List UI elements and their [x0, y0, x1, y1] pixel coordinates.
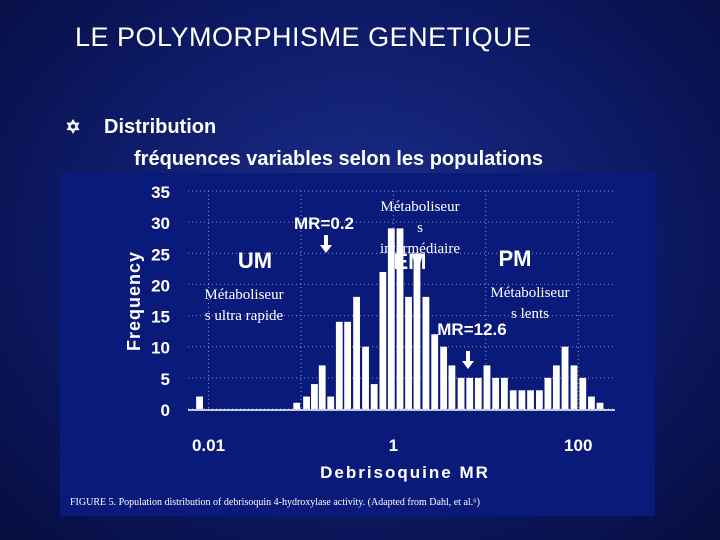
y-tick-label: 35	[151, 183, 170, 202]
histogram-bar	[370, 384, 378, 409]
y-axis-label: Frequency	[124, 251, 144, 351]
histogram-bar	[474, 377, 482, 409]
histogram-bar	[311, 384, 318, 409]
y-tick-label: 25	[151, 245, 170, 264]
note-ultra-rapid-1: Métaboliseur	[204, 287, 283, 303]
y-tick-label: 30	[151, 214, 170, 233]
histogram-bar	[413, 253, 421, 409]
note-intermediate-2: s	[417, 220, 423, 236]
x-tick-label: 100	[564, 436, 592, 455]
histogram-bar	[335, 321, 343, 409]
y-tick-label: 15	[151, 308, 170, 327]
histogram-bar	[362, 346, 369, 409]
y-tick-label: 10	[151, 339, 170, 358]
histogram-bar	[561, 346, 569, 409]
slide-title: LE POLYMORPHISME GENETIQUE	[75, 22, 532, 52]
down-arrow-icon	[462, 361, 474, 369]
x-tick-label: 1	[389, 436, 398, 455]
histogram-bar	[318, 365, 326, 409]
chart-figure: 0 5 10 15 20 25 30 35 0.01 1 100 Debrisoquine MR Fre…	[60, 173, 655, 516]
histogram-bar	[293, 402, 301, 409]
y-tick-label: 20	[151, 276, 170, 295]
histogram-bar	[509, 390, 517, 409]
histogram-bar	[327, 396, 335, 409]
histogram-bar	[527, 390, 534, 409]
histogram-bar	[501, 377, 508, 409]
group-label-pm: PM	[499, 246, 532, 271]
note-intermediate-1: Métaboliseur	[380, 199, 459, 215]
group-label-em: EM	[394, 249, 427, 274]
note-slow-2: s lents	[511, 306, 549, 322]
histogram-bar	[196, 396, 203, 409]
down-arrow-icon	[324, 235, 328, 246]
y-tick-label: 0	[161, 401, 170, 420]
histogram-bar	[448, 365, 456, 409]
note-intermediate-3: intermédiaire	[380, 241, 460, 257]
bullet-text: Distribution	[104, 116, 217, 138]
note-slow-1: Métaboliseur	[490, 285, 569, 301]
histogram-bar	[431, 334, 439, 409]
histogram-bar	[579, 377, 587, 409]
histogram-bar	[387, 228, 395, 409]
histogram-bar	[422, 296, 430, 409]
histogram-bar	[466, 377, 474, 409]
marker-label-mr-0-2: MR=0.2	[294, 214, 354, 233]
histogram-bar	[552, 365, 560, 409]
histogram-bar	[344, 321, 352, 409]
frequency-histogram: 0 5 10 15 20 25 30 35 0.01 1 100 Debrisoquine MR Fre…	[70, 183, 615, 508]
down-arrow-icon	[466, 351, 470, 362]
histogram-bar	[588, 396, 595, 409]
histogram-bar	[596, 402, 604, 409]
note-ultra-rapid-2: s ultra rapide	[205, 308, 284, 324]
x-tick-label: 0.01	[192, 436, 225, 455]
subtitle-line: fréquences variables selon les populatio…	[134, 148, 544, 170]
x-axis-label: Debrisoquine MR	[320, 463, 490, 482]
histogram-bar	[440, 346, 448, 409]
histogram-bar	[518, 390, 526, 409]
marker-label-mr-12-6: MR=12.6	[437, 320, 506, 339]
histogram-bar	[353, 296, 360, 409]
histogram-bar	[483, 365, 491, 409]
histogram-bar	[405, 296, 412, 409]
bullet-row: ✡ Distribution	[62, 116, 216, 139]
histogram-bar	[535, 390, 543, 409]
histogram-bar	[379, 271, 387, 409]
y-tick-label: 5	[161, 370, 170, 389]
figure-caption: FIGURE 5. Population distribution of deb…	[70, 497, 480, 508]
histogram-bar	[303, 396, 310, 409]
histogram-bar	[570, 365, 578, 409]
histogram-bar	[544, 377, 552, 409]
group-label-um: UM	[238, 248, 272, 273]
histogram-bar	[457, 377, 465, 409]
down-arrow-icon	[320, 245, 332, 253]
star-of-david-icon: ✡	[65, 117, 81, 137]
histogram-bar	[396, 228, 404, 409]
histogram-bar	[492, 377, 500, 409]
